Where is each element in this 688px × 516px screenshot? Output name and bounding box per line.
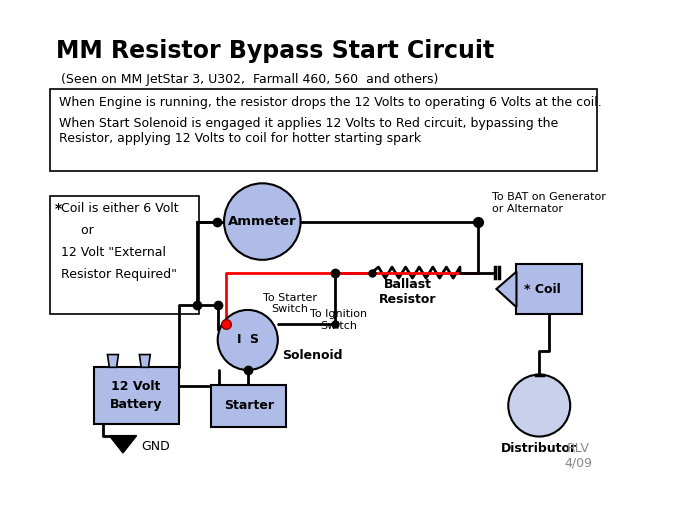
Text: Coil is either 6 Volt
     or
12 Volt "External
Resistor Required": Coil is either 6 Volt or 12 Volt "Extern… <box>61 202 179 281</box>
Text: Solenoid: Solenoid <box>282 349 343 362</box>
FancyBboxPatch shape <box>94 367 178 424</box>
Text: I: I <box>237 333 241 346</box>
Text: Resistor, applying 12 Volts to coil for hotter starting spark: Resistor, applying 12 Volts to coil for … <box>59 132 421 146</box>
FancyBboxPatch shape <box>211 384 286 427</box>
Text: *: * <box>54 202 62 216</box>
Text: To BAT on Generator
or Alternator: To BAT on Generator or Alternator <box>492 192 605 214</box>
Text: RLV
4/09: RLV 4/09 <box>564 442 592 470</box>
Polygon shape <box>140 354 150 367</box>
Circle shape <box>224 183 301 260</box>
Text: When Start Solenoid is engaged it applies 12 Volts to Red circuit, bypassing the: When Start Solenoid is engaged it applie… <box>59 117 559 130</box>
Text: Ballast
Resistor: Ballast Resistor <box>379 278 437 306</box>
FancyBboxPatch shape <box>50 89 596 171</box>
Text: When Engine is running, the resistor drops the 12 Volts to operating 6 Volts at : When Engine is running, the resistor dro… <box>59 96 602 109</box>
Polygon shape <box>107 354 118 367</box>
FancyBboxPatch shape <box>517 264 582 314</box>
Text: S: S <box>249 333 258 346</box>
Circle shape <box>508 375 570 437</box>
Polygon shape <box>109 436 137 453</box>
Text: (Seen on MM JetStar 3, U302,  Farmall 460, 560  and others): (Seen on MM JetStar 3, U302, Farmall 460… <box>61 73 438 86</box>
Text: MM Resistor Bypass Start Circuit: MM Resistor Bypass Start Circuit <box>56 39 495 63</box>
Text: Ammeter: Ammeter <box>228 215 297 228</box>
Text: GND: GND <box>141 440 170 453</box>
FancyBboxPatch shape <box>50 196 199 314</box>
Text: Distributor: Distributor <box>501 442 577 455</box>
Text: * Coil: * Coil <box>524 283 561 296</box>
Text: Starter: Starter <box>224 399 274 412</box>
Text: 12 Volt
Battery: 12 Volt Battery <box>109 380 162 411</box>
Circle shape <box>217 310 278 370</box>
Text: To Starter
Switch: To Starter Switch <box>263 293 316 314</box>
Polygon shape <box>497 271 517 307</box>
Text: To Ignition
Switch: To Ignition Switch <box>310 309 367 331</box>
